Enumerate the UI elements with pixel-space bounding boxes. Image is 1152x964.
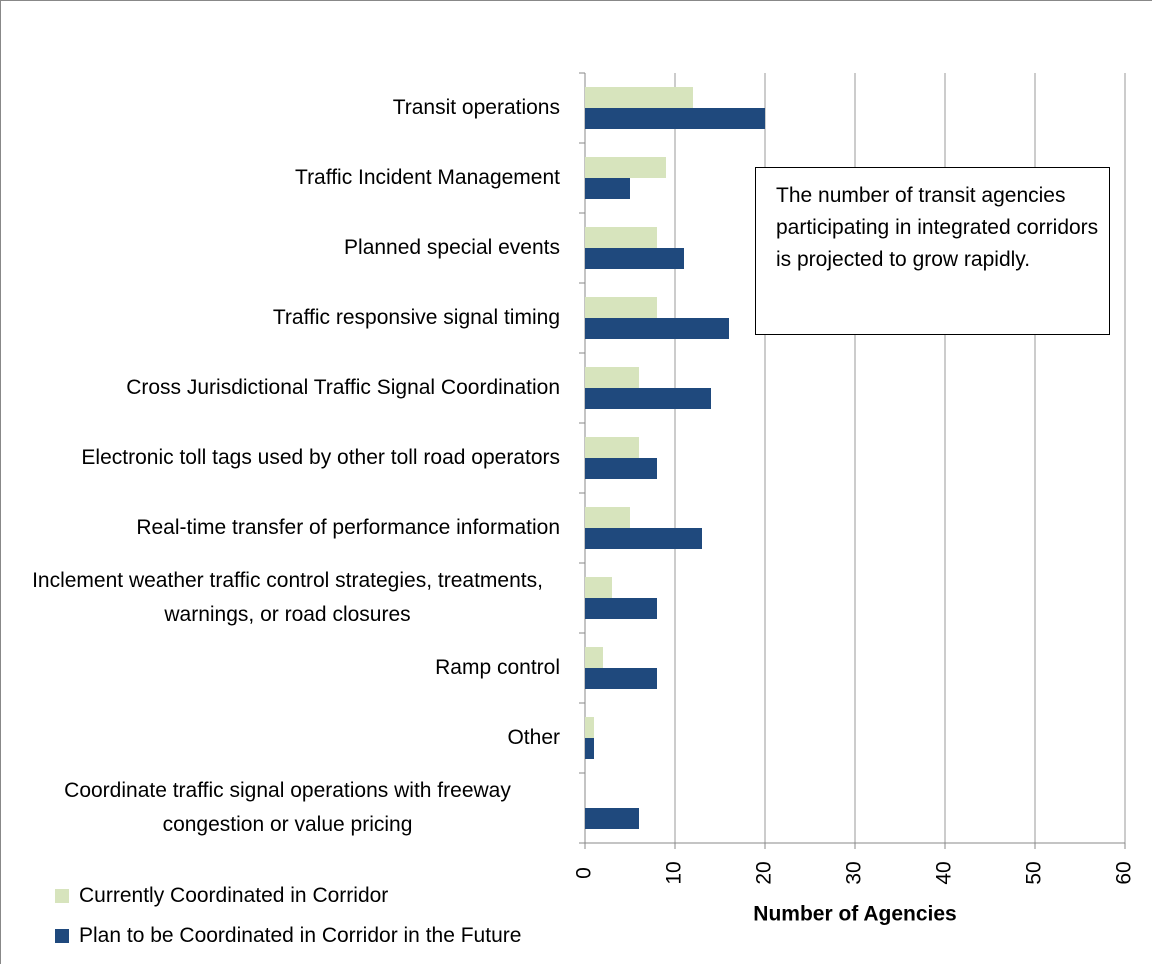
legend-label: Plan to be Coordinated in Corridor in th… (79, 924, 522, 947)
y-tick-label-text: Real-time transfer of performance inform… (136, 516, 560, 539)
bar (585, 598, 657, 619)
y-tick-label: Other (0, 703, 560, 773)
bar (585, 808, 639, 829)
y-tick-label: Planned special events (0, 213, 560, 283)
bar (585, 458, 657, 479)
bar (585, 647, 603, 668)
y-tick-label-text: Inclement weather traffic control strate… (32, 569, 543, 626)
y-tick-label: Traffic responsive signal timing (0, 283, 560, 353)
bar (585, 738, 594, 759)
y-tick-label: Inclement weather traffic control strate… (0, 563, 560, 633)
y-tick-label: Transit operations (0, 73, 560, 143)
y-tick-label-text: Electronic toll tags used by other toll … (81, 446, 560, 469)
x-tick-label: 30 (843, 861, 866, 884)
bar (585, 318, 729, 339)
bar (585, 388, 711, 409)
x-tick-label: 0 (573, 867, 596, 879)
y-tick-label: Cross Jurisdictional Traffic Signal Coor… (0, 353, 560, 423)
x-tick-label: 40 (933, 861, 956, 884)
bar (585, 297, 657, 318)
y-tick-label-text: Planned special events (344, 236, 560, 259)
y-tick-label-text: Transit operations (392, 96, 560, 119)
x-tick-label: 60 (1113, 861, 1136, 884)
x-tick-label: 20 (753, 861, 776, 884)
bar (585, 157, 666, 178)
y-tick-label-text: Other (507, 726, 560, 749)
legend-label: Currently Coordinated in Corridor (79, 884, 389, 907)
annotation: The number of transit agencies participa… (755, 167, 1110, 335)
bar (585, 367, 639, 388)
bar (585, 108, 765, 129)
y-tick-label-text: Cross Jurisdictional Traffic Signal Coor… (126, 376, 560, 399)
y-tick-label: Ramp control (0, 633, 560, 703)
bar (585, 248, 684, 269)
bar (585, 227, 657, 248)
y-tick-label-text: Traffic Incident Management (295, 166, 560, 189)
y-tick-label-text: Traffic responsive signal timing (272, 306, 560, 329)
bar (585, 717, 594, 738)
y-tick-label: Coordinate traffic signal operations wit… (0, 773, 560, 843)
y-tick-label: Real-time transfer of performance inform… (0, 493, 560, 563)
bar (585, 87, 693, 108)
bar (585, 668, 657, 689)
y-tick-label-text: Ramp control (435, 656, 560, 679)
bar (585, 528, 702, 549)
y-tick-label-text: Coordinate traffic signal operations wit… (64, 779, 511, 836)
bar (585, 507, 630, 528)
legend-swatch (55, 929, 69, 943)
legend-item: Plan to be Coordinated in Corridor in th… (55, 924, 521, 948)
legend-swatch (55, 889, 69, 903)
x-tick-label: 50 (1023, 861, 1046, 884)
legend-item: Currently Coordinated in Corridor (55, 884, 388, 908)
x-tick-label: 10 (663, 861, 686, 884)
bar (585, 178, 630, 199)
x-axis-title: Number of Agencies (753, 903, 956, 926)
bar (585, 577, 612, 598)
y-tick-label: Traffic Incident Management (0, 143, 560, 213)
bar (585, 437, 639, 458)
y-tick-label: Electronic toll tags used by other toll … (0, 423, 560, 493)
